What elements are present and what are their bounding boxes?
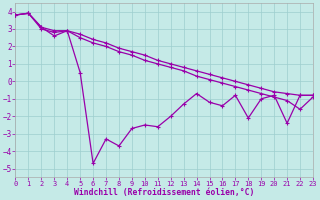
X-axis label: Windchill (Refroidissement éolien,°C): Windchill (Refroidissement éolien,°C) — [74, 188, 254, 197]
